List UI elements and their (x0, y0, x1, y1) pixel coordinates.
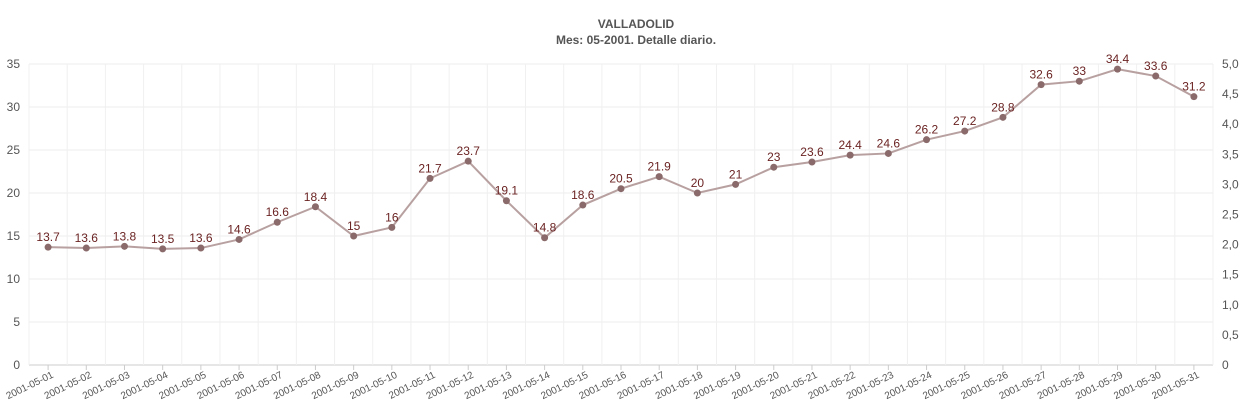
data-point (311, 203, 319, 211)
data-label: 34.4 (1106, 52, 1130, 66)
data-point (426, 174, 434, 182)
data-label: 20.5 (609, 172, 633, 186)
y-tick-label: 20 (7, 186, 21, 200)
data-point (197, 244, 205, 252)
data-label: 28.8 (991, 100, 1015, 114)
data-point (82, 244, 90, 252)
y-tick-label: 0 (13, 358, 20, 372)
data-point (159, 245, 167, 253)
data-point (1037, 81, 1045, 89)
data-label: 27.2 (953, 114, 977, 128)
data-label: 13.8 (113, 229, 137, 243)
data-point (1152, 72, 1160, 80)
data-point (120, 242, 128, 250)
y2-tick-label: 0,5 (1222, 328, 1239, 342)
data-label: 24.4 (838, 138, 862, 152)
data-label: 24.6 (877, 136, 901, 150)
y2-tick-label: 3,5 (1222, 147, 1239, 161)
chart-subtitle: Mes: 05-2001. Detalle diario. (556, 33, 716, 47)
data-label: 23.6 (800, 145, 824, 159)
data-point (273, 218, 281, 226)
data-point (884, 149, 892, 157)
data-point (655, 173, 663, 181)
data-label: 13.7 (36, 230, 60, 244)
y-tick-label: 30 (7, 100, 21, 114)
y2-tick-label: 5,0 (1222, 57, 1239, 71)
y-tick-label: 5 (13, 315, 20, 329)
y-tick-label: 10 (7, 272, 21, 286)
data-label: 21 (729, 167, 743, 181)
y-tick-label: 35 (7, 57, 21, 71)
data-label: 13.5 (151, 232, 175, 246)
data-label: 31.2 (1182, 80, 1206, 94)
data-label: 19.1 (495, 184, 519, 198)
data-point (1190, 93, 1198, 101)
data-point (44, 243, 52, 251)
data-label: 33.6 (1144, 59, 1168, 73)
y2-tick-label: 4,5 (1222, 87, 1239, 101)
data-label: 23 (767, 150, 781, 164)
data-point (1114, 65, 1122, 73)
data-label: 13.6 (75, 231, 99, 245)
y2-tick-label: 1,0 (1222, 298, 1239, 312)
data-point (961, 127, 969, 135)
data-point (808, 158, 816, 166)
x-axis: 2001-05-012001-05-022001-05-032001-05-04… (5, 365, 1202, 402)
y-tick-label: 25 (7, 143, 21, 157)
data-label: 32.6 (1029, 68, 1053, 82)
y2-tick-label: 0 (1222, 358, 1229, 372)
y2-tick-label: 4,0 (1222, 117, 1239, 131)
chart-title: VALLADOLID (598, 17, 675, 31)
series-layer: 13.7 13.6 13.8 13.5 13.6 14.6 16.6 18.4 15 16 21.7… (36, 52, 1206, 253)
data-label: 14.8 (533, 221, 557, 235)
data-label: 26.2 (915, 123, 939, 137)
data-label: 20 (691, 176, 705, 190)
data-label: 18.6 (571, 188, 595, 202)
data-point (923, 136, 931, 144)
data-point (770, 163, 778, 171)
data-point (464, 157, 472, 165)
data-point (235, 235, 243, 243)
data-label: 13.6 (189, 231, 213, 245)
data-point (846, 151, 854, 159)
data-point (732, 180, 740, 188)
y2-tick-label: 3,0 (1222, 177, 1239, 191)
data-label: 33 (1073, 64, 1087, 78)
data-point (999, 113, 1007, 121)
data-label: 18.4 (304, 190, 328, 204)
y-axis-right: 0 0,5 1,0 1,5 2,0 2,5 3,0 3,5 4,0 4,5 5,0 (1222, 57, 1239, 372)
y-tick-label: 15 (7, 229, 21, 243)
y2-tick-label: 2,0 (1222, 238, 1239, 252)
data-label: 21.7 (418, 161, 442, 175)
data-point (388, 223, 396, 231)
data-point (541, 234, 549, 242)
data-label: 15 (347, 219, 361, 233)
data-label: 16.6 (266, 205, 290, 219)
data-point (1075, 77, 1083, 85)
y-axis-left: 0 5 10 15 20 25 30 35 (7, 57, 21, 372)
data-label: 16 (385, 210, 399, 224)
y2-tick-label: 1,5 (1222, 268, 1239, 282)
data-label: 14.6 (227, 222, 251, 236)
grid (28, 63, 1214, 366)
data-point (617, 185, 625, 193)
data-point (350, 232, 358, 240)
data-point (502, 197, 510, 205)
y2-tick-label: 2,5 (1222, 208, 1239, 222)
data-point (579, 201, 587, 209)
data-label: 23.7 (457, 144, 481, 158)
data-point (693, 189, 701, 197)
data-label: 21.9 (648, 160, 672, 174)
